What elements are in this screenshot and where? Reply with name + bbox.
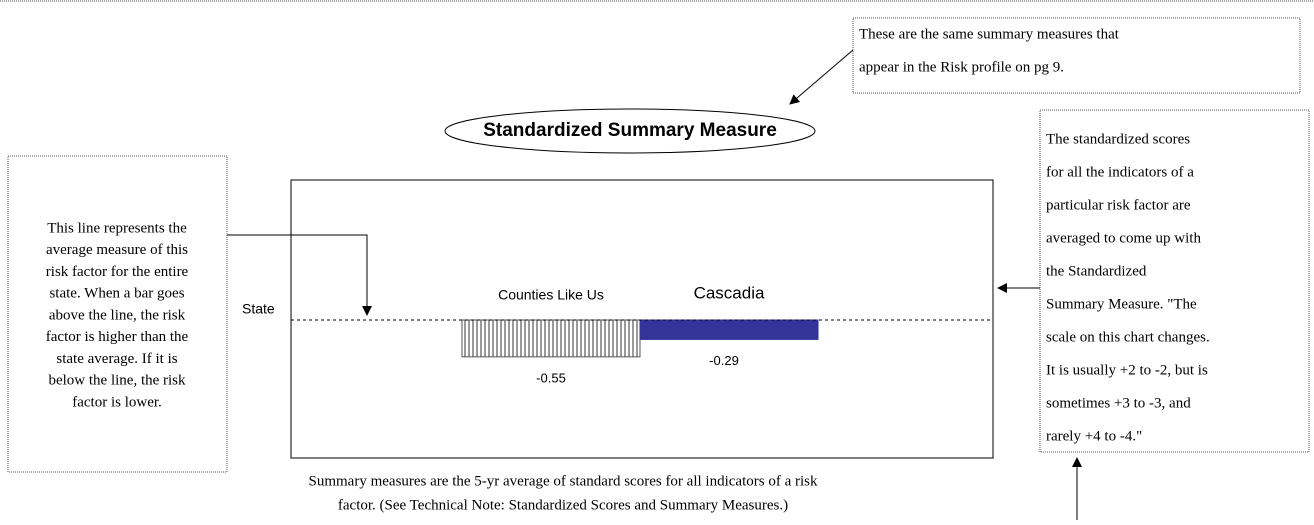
arrow xyxy=(227,234,372,316)
bar xyxy=(639,319,819,340)
note-text: average measure of this xyxy=(46,242,188,258)
arrow xyxy=(789,49,854,105)
baseline-label: State xyxy=(242,301,275,317)
caption: Summary measures are the 5-yr average of… xyxy=(309,473,818,489)
left-note-box xyxy=(7,155,228,473)
note-text: particular risk factor are xyxy=(1046,197,1191,213)
note-text: rarely +4 to -4." xyxy=(1046,428,1142,444)
note-text: below the line, the risk xyxy=(48,373,186,389)
note-text: These are the same summary measures that xyxy=(859,26,1120,42)
title-oval xyxy=(444,108,816,154)
note-text: state. When a bar goes xyxy=(49,286,184,302)
note-text: averaged to come up with xyxy=(1046,230,1201,246)
note-text: sometimes +3 to -3, and xyxy=(1046,395,1191,411)
note-text: factor is lower. xyxy=(72,394,162,410)
note-text: It is usually +2 to -2, but is xyxy=(1046,362,1208,378)
category-label: Cascadia xyxy=(694,283,765,302)
note-text: The standardized scores xyxy=(1046,131,1190,147)
chart-frame xyxy=(290,179,994,459)
value-label: -0.29 xyxy=(709,353,739,368)
top-note-box xyxy=(852,17,1301,94)
note-text: This line represents the xyxy=(47,220,187,236)
right-note-box xyxy=(1039,109,1310,453)
note-text: state average. If it is xyxy=(56,351,177,367)
category-label: Counties Like Us xyxy=(498,287,604,303)
note-text: the Standardized xyxy=(1046,263,1147,279)
value-label: -0.55 xyxy=(536,370,566,385)
note-text: appear in the Risk profile on pg 9. xyxy=(859,59,1064,75)
note-text: Summary Measure. "The xyxy=(1046,296,1197,312)
caption: factor. (See Technical Note: Standardize… xyxy=(338,497,788,513)
note-text: for all the indicators of a xyxy=(1046,164,1194,180)
note-text: scale on this chart changes. xyxy=(1046,329,1210,345)
bar xyxy=(461,319,641,358)
note-text: above the line, the risk xyxy=(49,307,186,323)
note-text: factor is higher than the xyxy=(46,329,189,345)
note-text: risk factor for the entire xyxy=(46,264,189,280)
chart-title: Standardized Summary Measure xyxy=(483,120,777,141)
